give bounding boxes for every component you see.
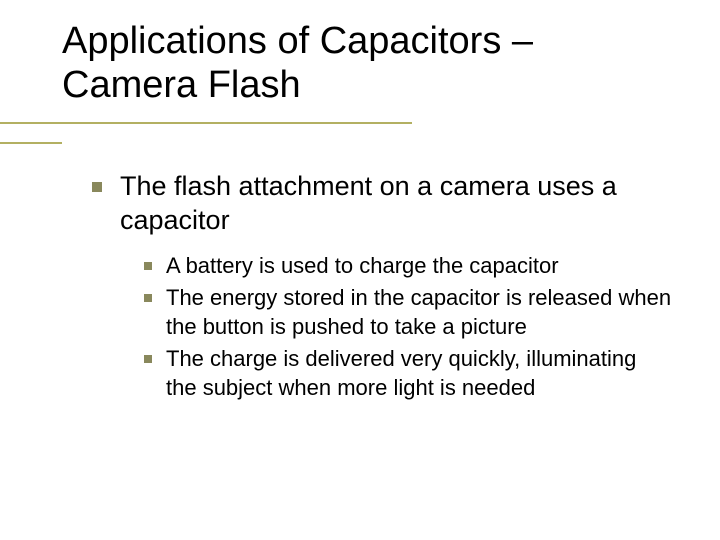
bullet-level2: The energy stored in the capacitor is re…: [144, 284, 672, 341]
bullet-level1: The flash attachment on a camera uses a …: [92, 170, 672, 238]
sublist: A battery is used to charge the capacito…: [144, 252, 672, 403]
square-bullet-icon: [144, 262, 152, 270]
slide-title: Applications of Capacitors – Camera Flas…: [62, 20, 662, 107]
slide-body: The flash attachment on a camera uses a …: [92, 170, 672, 406]
square-bullet-icon: [144, 294, 152, 302]
square-bullet-icon: [144, 355, 152, 363]
level2-text: The energy stored in the capacitor is re…: [166, 284, 672, 341]
bullet-level2: A battery is used to charge the capacito…: [144, 252, 672, 281]
level2-text: The charge is delivered very quickly, il…: [166, 345, 672, 402]
title-underline: [0, 122, 62, 144]
square-bullet-icon: [92, 182, 102, 192]
bullet-level2: The charge is delivered very quickly, il…: [144, 345, 672, 402]
level2-text: A battery is used to charge the capacito…: [166, 252, 559, 281]
level1-text: The flash attachment on a camera uses a …: [120, 170, 672, 238]
slide: Applications of Capacitors – Camera Flas…: [0, 0, 720, 540]
